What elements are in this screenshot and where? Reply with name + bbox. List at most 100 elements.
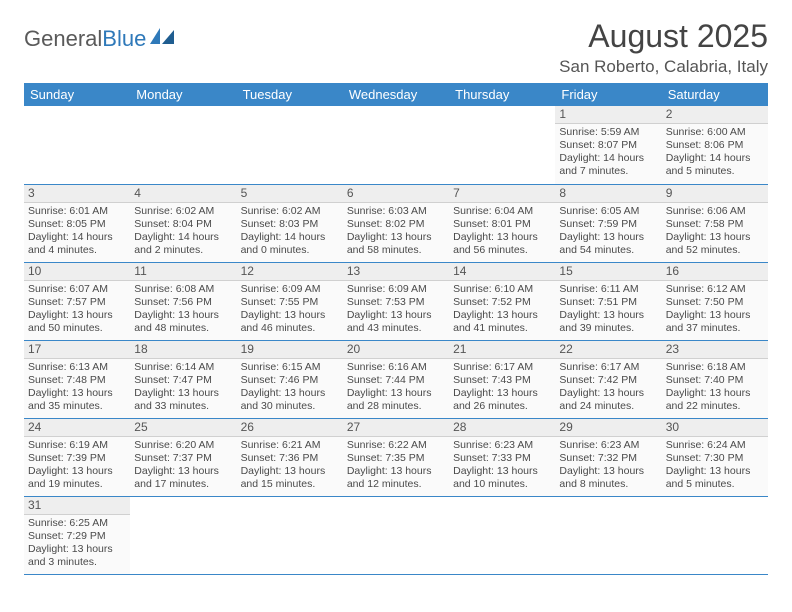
empty-cell xyxy=(237,106,343,184)
daylight-text: Daylight: 13 hours xyxy=(28,387,126,400)
daylight-text: and 33 minutes. xyxy=(134,400,232,413)
page-header: GeneralBlue August 2025 San Roberto, Cal… xyxy=(24,18,768,77)
daylight-text: Daylight: 13 hours xyxy=(28,465,126,478)
sunrise-text: Sunrise: 6:07 AM xyxy=(28,283,126,296)
daylight-text: Daylight: 13 hours xyxy=(241,465,339,478)
daylight-text: Daylight: 13 hours xyxy=(453,309,551,322)
sunrise-text: Sunrise: 5:59 AM xyxy=(559,126,657,139)
sunrise-text: Sunrise: 6:02 AM xyxy=(134,205,232,218)
sunset-text: Sunset: 7:40 PM xyxy=(666,374,764,387)
day-number: 5 xyxy=(237,185,343,203)
daylight-text: Daylight: 13 hours xyxy=(134,465,232,478)
sunset-text: Sunset: 7:35 PM xyxy=(347,452,445,465)
sunrise-text: Sunrise: 6:06 AM xyxy=(666,205,764,218)
daylight-text: and 19 minutes. xyxy=(28,478,126,491)
day-cell: 19Sunrise: 6:15 AMSunset: 7:46 PMDayligh… xyxy=(237,340,343,418)
empty-cell xyxy=(130,106,236,184)
daylight-text: and 58 minutes. xyxy=(347,244,445,257)
day-cell: 26Sunrise: 6:21 AMSunset: 7:36 PMDayligh… xyxy=(237,418,343,496)
sunrise-text: Sunrise: 6:10 AM xyxy=(453,283,551,296)
sunset-text: Sunset: 7:42 PM xyxy=(559,374,657,387)
day-cell: 7Sunrise: 6:04 AMSunset: 8:01 PMDaylight… xyxy=(449,184,555,262)
daylight-text: and 35 minutes. xyxy=(28,400,126,413)
daylight-text: and 17 minutes. xyxy=(134,478,232,491)
brand-part2: Blue xyxy=(102,26,146,52)
daylight-text: Daylight: 13 hours xyxy=(347,231,445,244)
sunset-text: Sunset: 7:44 PM xyxy=(347,374,445,387)
sunset-text: Sunset: 7:30 PM xyxy=(666,452,764,465)
day-number: 13 xyxy=(343,263,449,281)
sunset-text: Sunset: 7:43 PM xyxy=(453,374,551,387)
day-number: 18 xyxy=(130,341,236,359)
daylight-text: and 3 minutes. xyxy=(28,556,126,569)
day-number: 15 xyxy=(555,263,661,281)
sunrise-text: Sunrise: 6:04 AM xyxy=(453,205,551,218)
calendar-week-row: 24Sunrise: 6:19 AMSunset: 7:39 PMDayligh… xyxy=(24,418,768,496)
day-cell: 25Sunrise: 6:20 AMSunset: 7:37 PMDayligh… xyxy=(130,418,236,496)
daylight-text: and 30 minutes. xyxy=(241,400,339,413)
sunrise-text: Sunrise: 6:09 AM xyxy=(241,283,339,296)
sunset-text: Sunset: 7:48 PM xyxy=(28,374,126,387)
daylight-text: and 43 minutes. xyxy=(347,322,445,335)
empty-cell xyxy=(24,106,130,184)
sunset-text: Sunset: 7:29 PM xyxy=(28,530,126,543)
sunset-text: Sunset: 7:59 PM xyxy=(559,218,657,231)
day-cell: 20Sunrise: 6:16 AMSunset: 7:44 PMDayligh… xyxy=(343,340,449,418)
daylight-text: Daylight: 13 hours xyxy=(666,309,764,322)
day-number: 12 xyxy=(237,263,343,281)
day-number: 30 xyxy=(662,419,768,437)
day-number: 19 xyxy=(237,341,343,359)
day-cell: 11Sunrise: 6:08 AMSunset: 7:56 PMDayligh… xyxy=(130,262,236,340)
daylight-text: Daylight: 13 hours xyxy=(453,465,551,478)
sunset-text: Sunset: 7:57 PM xyxy=(28,296,126,309)
day-number: 10 xyxy=(24,263,130,281)
daylight-text: Daylight: 13 hours xyxy=(559,231,657,244)
sunrise-text: Sunrise: 6:22 AM xyxy=(347,439,445,452)
day-cell: 21Sunrise: 6:17 AMSunset: 7:43 PMDayligh… xyxy=(449,340,555,418)
daylight-text: Daylight: 14 hours xyxy=(241,231,339,244)
daylight-text: and 39 minutes. xyxy=(559,322,657,335)
day-cell: 5Sunrise: 6:02 AMSunset: 8:03 PMDaylight… xyxy=(237,184,343,262)
daylight-text: and 50 minutes. xyxy=(28,322,126,335)
empty-cell xyxy=(449,106,555,184)
calendar-week-row: 10 Sunrise: 6:07 AMSunset: 7:57 PM Dayligh… xyxy=(24,262,768,340)
sunset-text: Sunset: 8:02 PM xyxy=(347,218,445,231)
daylight-text: Daylight: 13 hours xyxy=(559,465,657,478)
weekday-header: Sunday xyxy=(24,83,130,106)
calendar-week-row: 3Sunrise: 6:01 AMSunset: 8:05 PMDaylight… xyxy=(24,184,768,262)
weekday-header: Saturday xyxy=(662,83,768,106)
day-cell: 9Sunrise: 6:06 AMSunset: 7:58 PMDaylight… xyxy=(662,184,768,262)
daylight-text: and 24 minutes. xyxy=(559,400,657,413)
daylight-text: and 48 minutes. xyxy=(134,322,232,335)
day-cell: 3Sunrise: 6:01 AMSunset: 8:05 PMDaylight… xyxy=(24,184,130,262)
sunrise-text: Sunrise: 6:05 AM xyxy=(559,205,657,218)
sunset-text: Sunset: 7:37 PM xyxy=(134,452,232,465)
day-number: 9 xyxy=(662,185,768,203)
day-cell: 24Sunrise: 6:19 AMSunset: 7:39 PMDayligh… xyxy=(24,418,130,496)
daylight-text: Daylight: 13 hours xyxy=(241,387,339,400)
daylight-text: and 5 minutes. xyxy=(666,478,764,491)
sunset-text: Sunset: 8:03 PM xyxy=(241,218,339,231)
sunset-text: Sunset: 7:52 PM xyxy=(453,296,551,309)
title-block: August 2025 San Roberto, Calabria, Italy xyxy=(559,18,768,77)
day-number: 22 xyxy=(555,341,661,359)
empty-cell xyxy=(662,496,768,574)
daylight-text: and 5 minutes. xyxy=(666,165,764,178)
day-number: 24 xyxy=(24,419,130,437)
day-number: 25 xyxy=(130,419,236,437)
weekday-header: Tuesday xyxy=(237,83,343,106)
daylight-text: Daylight: 13 hours xyxy=(241,309,339,322)
empty-cell xyxy=(343,106,449,184)
weekday-row: SundayMondayTuesdayWednesdayThursdayFrid… xyxy=(24,83,768,106)
day-number: 17 xyxy=(24,341,130,359)
day-number: 21 xyxy=(449,341,555,359)
day-number: 26 xyxy=(237,419,343,437)
brand-part1: General xyxy=(24,26,102,52)
daylight-text: and 0 minutes. xyxy=(241,244,339,257)
daylight-text: Daylight: 13 hours xyxy=(666,231,764,244)
day-number: 14 xyxy=(449,263,555,281)
calendar-body: 1Sunrise: 5:59 AMSunset: 8:07 PMDaylight… xyxy=(24,106,768,574)
sunset-text: Sunset: 7:47 PM xyxy=(134,374,232,387)
daylight-text: Daylight: 14 hours xyxy=(134,231,232,244)
sunset-text: Sunset: 7:51 PM xyxy=(559,296,657,309)
